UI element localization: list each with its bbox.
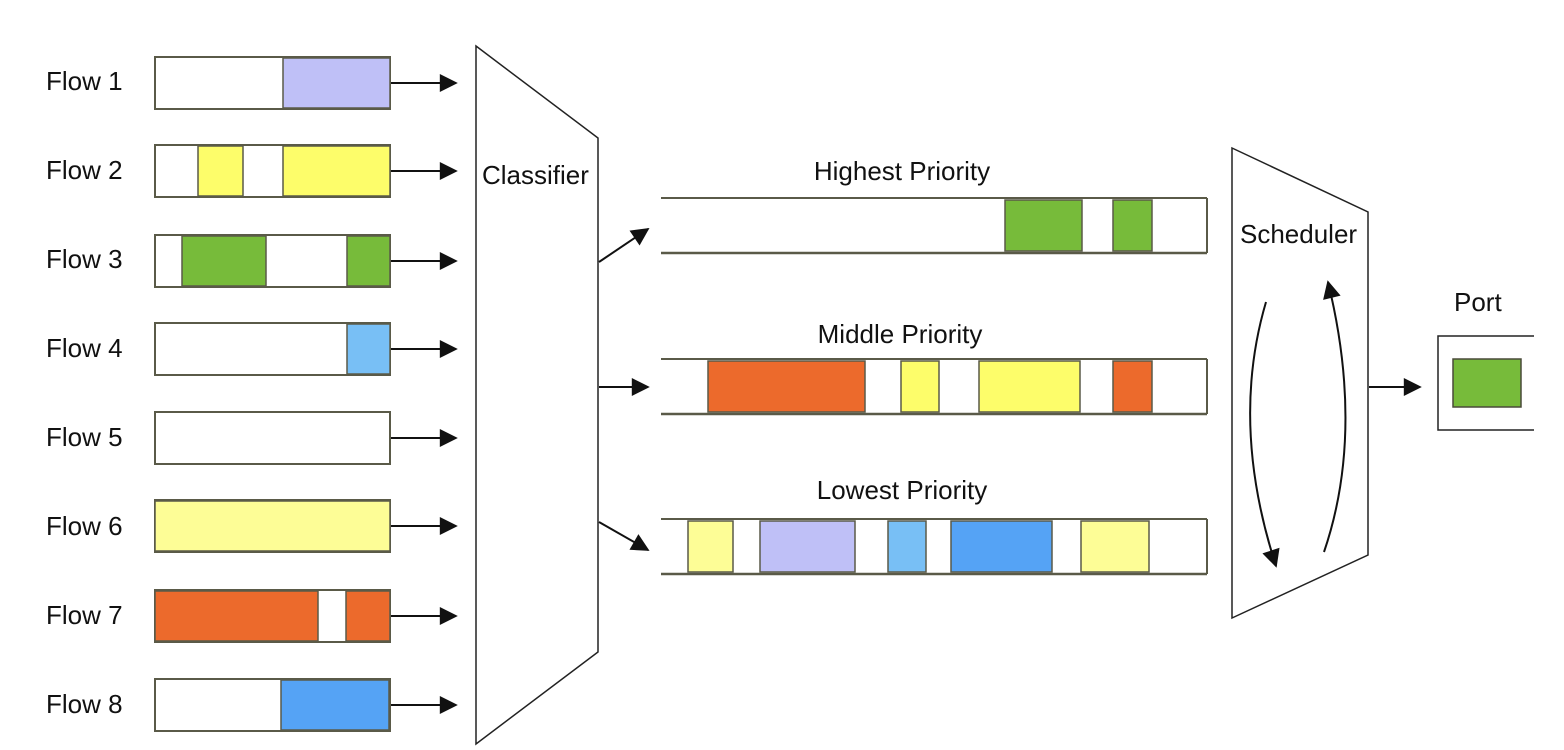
queue-packet: [978, 360, 1081, 413]
queue-packet: [1112, 199, 1153, 252]
flow-packet: [154, 500, 391, 552]
queue-packet: [1004, 199, 1083, 252]
flow-label: Flow 4: [46, 333, 123, 363]
queue-label-lowest: Lowest Priority: [817, 475, 988, 505]
scheduler-label: Scheduler: [1240, 219, 1357, 249]
classifier-label: Classifier: [482, 160, 589, 190]
flow-packet: [282, 145, 391, 197]
priority-queue: [661, 197, 1208, 255]
flow-packet: [282, 57, 391, 109]
port-label: Port: [1454, 287, 1502, 317]
flow-label: Flow 6: [46, 511, 123, 541]
flow-label: Flow 3: [46, 244, 123, 274]
classifier-arrow-high: [598, 227, 650, 263]
queue-packet: [900, 360, 940, 413]
flow-label: Flow 8: [46, 689, 123, 719]
flow-label: Flow 2: [46, 155, 123, 185]
scheduler-arrow-down: [1249, 301, 1280, 568]
flow-packet: [345, 590, 391, 642]
scheduler-arrow-up: [1323, 280, 1347, 553]
flow-packet: [154, 590, 319, 642]
priority-queue: [661, 518, 1208, 576]
flow-queues: [154, 56, 391, 732]
flow-packet: [197, 145, 244, 197]
priority-queue: [661, 358, 1208, 416]
queue-packet: [687, 520, 734, 573]
flow-label: Flow 1: [46, 66, 123, 96]
flow-packet: [280, 679, 390, 731]
scheduler-shape: [1231, 146, 1369, 620]
queue-packet: [1080, 520, 1150, 573]
flow-queue-box: [154, 411, 391, 465]
queue-packet: [707, 360, 866, 413]
queue-packet: [1112, 360, 1153, 413]
queue-packet: [759, 520, 856, 573]
port-box: [1437, 335, 1534, 431]
priority-queues: [661, 197, 1208, 576]
classifier-arrow-low: [598, 521, 650, 551]
classifier-shape: [475, 44, 599, 746]
queue-packet: [950, 520, 1053, 573]
flow-packet: [346, 323, 391, 375]
flow-packet: [181, 235, 267, 287]
flow-label: Flow 5: [46, 422, 123, 452]
flow-packet: [346, 235, 391, 287]
queue-packet: [887, 520, 927, 573]
port-packet: [1452, 358, 1522, 408]
queue-label-highest: Highest Priority: [814, 156, 990, 186]
queue-label-middle: Middle Priority: [818, 319, 983, 349]
flow-label: Flow 7: [46, 600, 123, 630]
flow-arrows: [391, 74, 458, 714]
